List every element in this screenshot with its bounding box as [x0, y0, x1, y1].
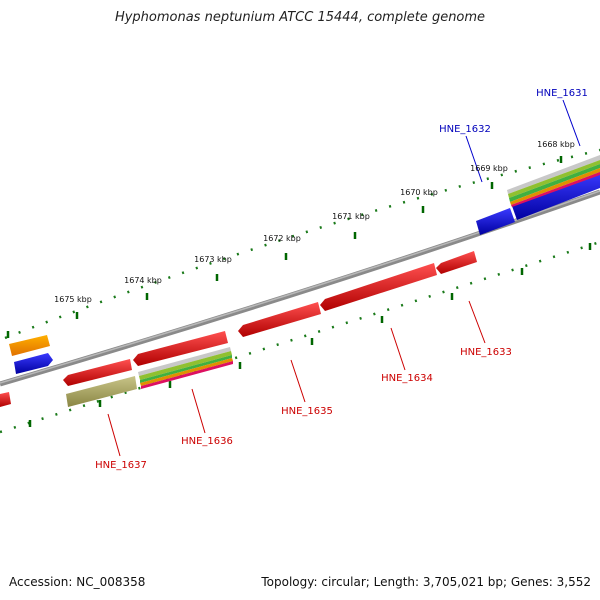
- gene-label-hne-1636[interactable]: HNE_1636: [181, 436, 233, 447]
- scale-label-1671: 1671 kbp: [332, 212, 370, 221]
- scale-label-1668: 1668 kbp: [537, 140, 575, 149]
- outer-scale-track: [4, 148, 600, 340]
- gene-hne-1634-arrow[interactable]: [320, 263, 437, 311]
- map-title: Hyphomonas neptunium ATCC 15444, complet…: [114, 10, 486, 25]
- genome-backbone: [0, 189, 600, 387]
- gene-hne-1635-arrow[interactable]: [238, 302, 321, 337]
- gene-hne-1633-arrow[interactable]: [436, 251, 477, 274]
- gene-blue-small-left[interactable]: [14, 353, 53, 374]
- scale-label-1673: 1673 kbp: [194, 255, 232, 264]
- outer-major-ticks: [6, 156, 563, 338]
- gene-hne-1636-arrow[interactable]: [133, 331, 228, 366]
- feature-stripes-right: [507, 155, 600, 207]
- gene-label-hne-1633[interactable]: HNE_1633: [460, 347, 512, 358]
- scale-label-1674: 1674 kbp: [124, 276, 162, 285]
- gene-orange-small-left[interactable]: [9, 335, 50, 356]
- gene-hne-1631-arrow[interactable]: [512, 172, 600, 220]
- gene-hne-1637-arrow[interactable]: [63, 359, 132, 386]
- scale-label-1669: 1669 kbp: [470, 164, 508, 173]
- inner-scale-track: [0, 240, 600, 434]
- scale-label-1670: 1670 kbp: [400, 188, 438, 197]
- topology-text: Topology: circular; Length: 3,705,021 bp…: [261, 575, 591, 589]
- gene-red-small-left[interactable]: [0, 392, 11, 407]
- inner-major-ticks: [28, 243, 592, 427]
- feature-stripes-left: [138, 347, 233, 389]
- scale-label-1672: 1672 kbp: [263, 234, 301, 243]
- gene-label-hne-1631[interactable]: HNE_1631: [536, 88, 588, 99]
- gene-leader-lines: [107, 300, 486, 457]
- gene-label-hne-1632[interactable]: HNE_1632: [439, 124, 491, 135]
- gene-hne-1632-arrow[interactable]: [476, 208, 515, 235]
- gene-label-hne-1634[interactable]: HNE_1634: [381, 373, 433, 384]
- olive-feature-block: [66, 376, 137, 407]
- gene-label-hne-1637[interactable]: HNE_1637: [95, 460, 147, 471]
- gene-label-hne-1635[interactable]: HNE_1635: [281, 406, 333, 417]
- accession-text: Accession: NC_008358: [9, 575, 146, 589]
- scale-label-1675: 1675 kbp: [54, 295, 92, 304]
